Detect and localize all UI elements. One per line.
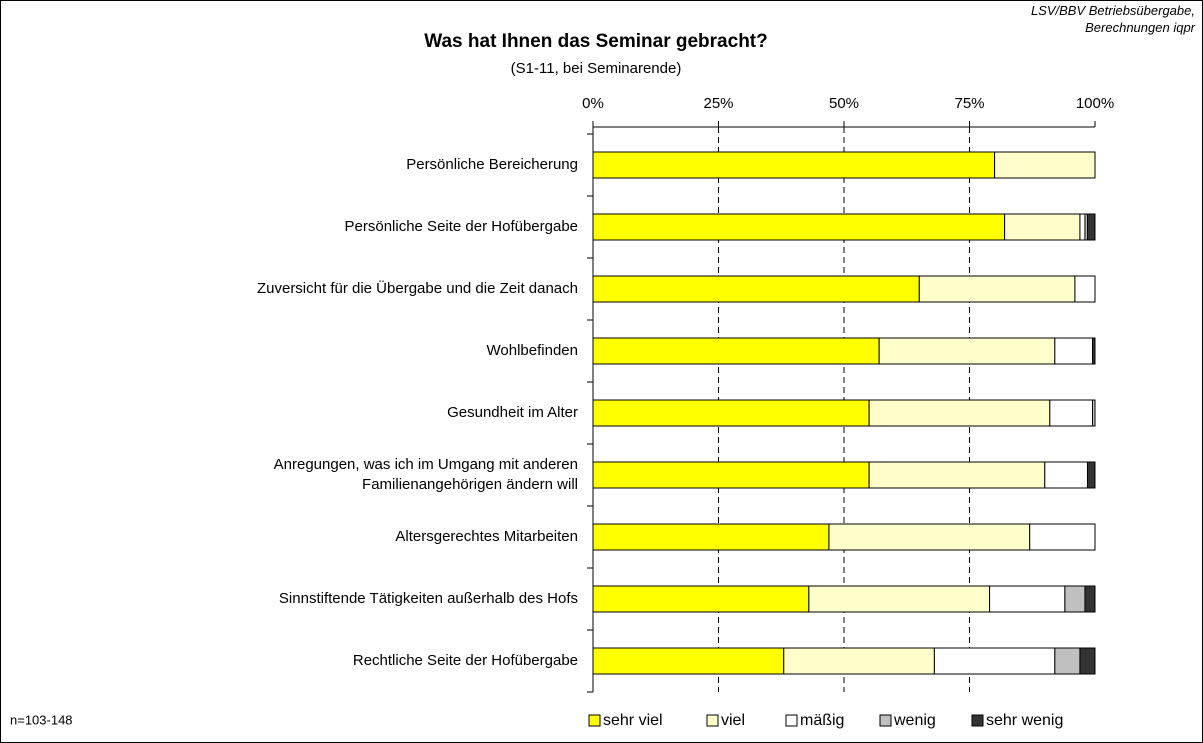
bar-segment [1079, 213, 1086, 241]
x-tick-label: 25% [703, 95, 733, 112]
bar-segment [828, 523, 1031, 551]
category-label: Rechtliche Seite der Hofübergabe [352, 652, 578, 669]
bar-segment [592, 647, 785, 675]
bar-segment [592, 523, 830, 551]
bar-segment [994, 151, 1096, 179]
bar-segment [918, 275, 1076, 303]
legend-label: sehr wenig [986, 712, 1063, 729]
bar-segment [1004, 213, 1081, 241]
bar-segment [1054, 647, 1081, 675]
bar-segment [1054, 337, 1093, 365]
legend-label: mäßig [800, 712, 844, 729]
category-label: Altersgerechtes Mitarbeiten [395, 528, 578, 545]
x-tick-label: 50% [829, 95, 859, 112]
bar-segment [989, 585, 1066, 613]
bar-segment [1084, 585, 1096, 613]
category-label: Gesundheit im Alter [447, 404, 578, 421]
legend-swatch [706, 714, 719, 727]
bar-segment [1029, 523, 1096, 551]
source: LSV/BBV Betriebsübergabe, Berechnungen i… [1030, 3, 1195, 35]
legend-swatch [588, 714, 601, 727]
bar-segment [1086, 461, 1096, 489]
bar-segment [1064, 585, 1086, 613]
legend-label: wenig [893, 712, 936, 729]
bar-segment [592, 213, 1006, 241]
bar-segment [1074, 275, 1096, 303]
category-label: Anregungen, was ich im Umgang mit andere… [273, 456, 578, 493]
legend-swatch [785, 714, 798, 727]
chart-subtitle: (S1-11, bei Seminarende) [511, 60, 682, 77]
bar-segment [868, 461, 1046, 489]
bar-segment [933, 647, 1056, 675]
bar-segment [592, 461, 870, 489]
bar-segment [1091, 399, 1096, 427]
bar-segment [1091, 337, 1096, 365]
legend-swatch [971, 714, 984, 727]
bar-segment [1049, 399, 1093, 427]
category-label: Zuversicht für die Übergabe und die Zeit… [256, 280, 578, 297]
category-label: Sinnstiftende Tätigkeiten außerhalb des … [278, 590, 578, 607]
bar-segment [878, 337, 1056, 365]
bar-segment [592, 151, 996, 179]
bar-segment [868, 399, 1051, 427]
legend-swatch [879, 714, 892, 727]
bar-segment [1079, 647, 1096, 675]
x-tick-label: 100% [1076, 95, 1114, 112]
note: n=103-148 [10, 712, 73, 727]
bar-segment [592, 585, 810, 613]
bar-segment [592, 337, 880, 365]
bar-segment [592, 275, 920, 303]
x-tick-label: 0% [582, 95, 604, 112]
bar-segment [1086, 213, 1096, 241]
category-label: Persönliche Bereicherung [406, 156, 578, 173]
x-tick-label: 75% [954, 95, 984, 112]
bar-segment [783, 647, 935, 675]
legend-label: sehr viel [603, 712, 663, 729]
bar-segment [592, 399, 870, 427]
category-label: Persönliche Seite der Hofübergabe [344, 218, 578, 235]
legend-label: viel [721, 712, 745, 729]
category-label: Wohlbefinden [486, 342, 578, 359]
bar-segment [808, 585, 991, 613]
chart-title: Was hat Ihnen das Seminar gebracht? [424, 31, 767, 52]
bar-segment [1044, 461, 1088, 489]
